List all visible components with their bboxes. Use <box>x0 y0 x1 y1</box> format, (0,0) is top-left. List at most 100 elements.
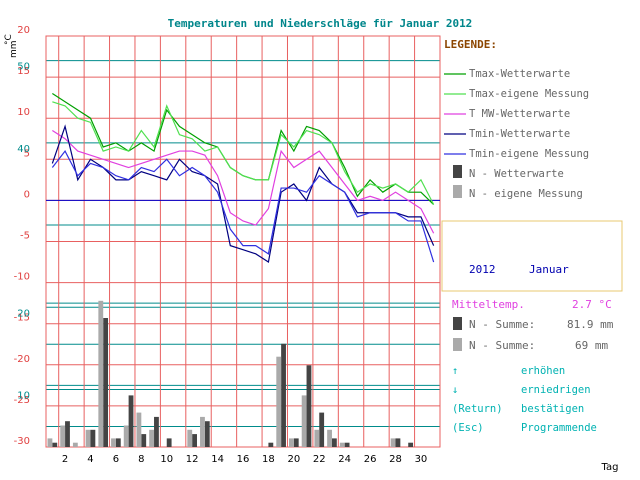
x-tick-label: 24 <box>338 454 351 465</box>
y-tick-label: -15 <box>14 313 30 324</box>
x-tick-label: 22 <box>313 454 326 465</box>
precip-bar <box>204 421 210 447</box>
y-tick-label: 20 <box>17 25 30 36</box>
precip-bar <box>123 425 129 447</box>
period-month: Januar <box>529 263 569 276</box>
precip-bar <box>47 438 53 447</box>
precip-bar <box>390 438 396 447</box>
legend-label: N - eigene Messung <box>469 188 583 200</box>
precip-bar <box>52 442 58 447</box>
help-key: (Esc) <box>452 422 484 434</box>
x-axis-label: Tag <box>601 462 619 473</box>
legend-title: LEGENDE: <box>444 38 497 51</box>
precip-bar <box>306 365 312 447</box>
legend-label: Tmax-Wetterwarte <box>469 68 570 80</box>
precip-bar <box>192 434 197 447</box>
precip-bar <box>111 438 116 447</box>
x-tick-label: 12 <box>186 454 199 465</box>
period-box: 2012 Januar <box>441 220 623 292</box>
x-tick-label: 16 <box>237 454 250 465</box>
help-key: ↑ <box>452 365 458 377</box>
precip-bar <box>141 434 147 447</box>
precip-bar <box>60 425 66 447</box>
y-tick-label: -30 <box>14 436 30 447</box>
precip-unit-label: mm <box>9 40 19 58</box>
stats-box: Mitteltemp. 2.7 °C N - Summe: 81.9 mm N … <box>452 298 614 352</box>
y-tick-label: 15 <box>17 66 30 77</box>
legend-label: T MW-Wetterwarte <box>469 108 570 120</box>
help-action: bestätigen <box>521 403 584 415</box>
precip-bar <box>293 438 299 447</box>
x-tick-label: 4 <box>87 454 93 465</box>
legend-label: Tmax-eigene Messung <box>469 88 589 100</box>
plot-frame <box>45 35 441 448</box>
help-box: ↑ erhöhen ↓ erniedrigen (Return) bestätigen (E… <box>452 365 597 434</box>
precip-bar <box>408 442 414 447</box>
legend-bar-swatch <box>453 165 462 178</box>
series-line <box>52 130 435 234</box>
period-year: 2012 <box>469 263 496 276</box>
precip-bar <box>166 438 172 447</box>
series-line <box>52 101 435 205</box>
y-tick-label: 0 <box>24 189 30 200</box>
precip-bar <box>98 300 104 447</box>
precip-bar <box>103 318 109 447</box>
precip-bar <box>154 416 159 447</box>
y-tick-label: -25 <box>14 395 30 406</box>
precip-bar <box>72 442 78 447</box>
precip-bar <box>339 442 345 447</box>
x-tick-label: 28 <box>389 454 402 465</box>
precip-bar <box>90 429 96 447</box>
legend-bar-swatch <box>453 185 462 198</box>
help-action: erhöhen <box>521 365 565 377</box>
precip-bar <box>268 442 274 447</box>
precip-bar <box>319 412 325 447</box>
y-tick-label: 10 <box>17 107 30 118</box>
y-tick-label: -20 <box>14 354 30 365</box>
precip-bar <box>395 438 401 447</box>
precip-bar <box>187 429 193 447</box>
precip-bar <box>276 356 282 447</box>
x-tick-label: 6 <box>113 454 119 465</box>
x-tick-label: 2 <box>62 454 68 465</box>
precip-bar <box>65 421 70 447</box>
plot-area <box>45 35 441 448</box>
x-tick-label: 26 <box>364 454 377 465</box>
precip-bar <box>149 429 155 447</box>
x-tick-label: 10 <box>160 454 173 465</box>
y-tick-label: 5 <box>24 148 30 159</box>
x-tick-label: 20 <box>287 454 300 465</box>
x-tick-label: 30 <box>415 454 428 465</box>
precip-sum2-value: 69 mm <box>575 339 608 352</box>
precip-bar <box>281 343 286 447</box>
precip-sum1-value: 81.9 mm <box>567 318 614 331</box>
precip-bar <box>301 395 307 447</box>
mean-temp-value: 2.7 °C <box>572 298 612 311</box>
precip-sum2-label: N - Summe: <box>469 339 535 352</box>
legend: LEGENDE: Tmax-Wetterwarte Tmax-eigene Mes… <box>444 38 589 200</box>
help-key: (Return) <box>452 403 503 415</box>
precip-sum1-label: N - Summe: <box>469 318 535 331</box>
help-action: Programmende <box>521 422 597 434</box>
precip-bar <box>85 429 91 447</box>
help-key: ↓ <box>452 384 458 396</box>
precip-tick-label: 10 <box>17 390 30 401</box>
legend-label: N - Wetterwarte <box>469 168 564 180</box>
precip-bar <box>327 429 332 447</box>
precip-bar <box>289 438 294 447</box>
precip-bar <box>136 412 142 447</box>
series-line <box>51 149 435 263</box>
precip-bar <box>344 442 350 447</box>
precip-tick-label: 50 <box>17 62 30 73</box>
chart-title: Temperaturen und Niederschläge für Janua… <box>168 17 473 30</box>
precip-tick-label: 40 <box>17 144 30 155</box>
x-tick-label: 14 <box>211 454 224 465</box>
x-tick-label: 18 <box>262 454 275 465</box>
precip-bar <box>115 438 121 447</box>
y-tick-label: -10 <box>14 272 30 283</box>
help-action: erniedrigen <box>521 384 591 396</box>
legend-label: Tmin-Wetterwarte <box>469 128 570 140</box>
precip-sum1-swatch <box>453 317 462 330</box>
legend-label: Tmin-eigene Messung <box>469 148 589 160</box>
